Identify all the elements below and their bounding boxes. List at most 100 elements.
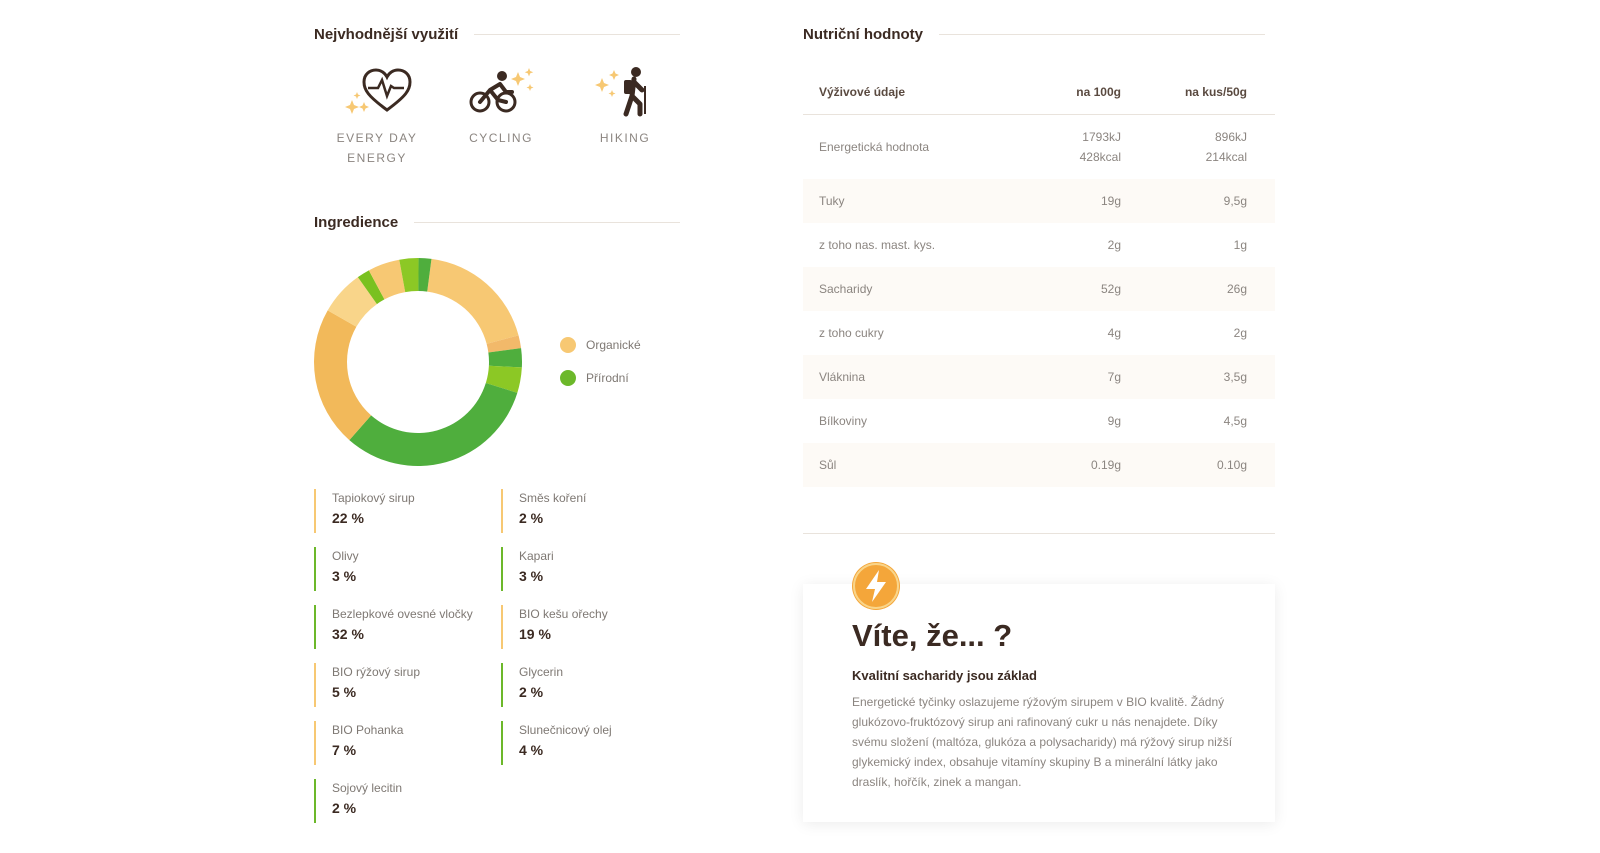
header-cell: na 100g [1076, 85, 1121, 99]
value-per-piece: 3,5g [1223, 370, 1247, 384]
donut-slice[interactable] [327, 277, 377, 327]
legend-dot [560, 369, 576, 386]
usage-section-title: Nejvhodnější využití [314, 26, 681, 43]
donut-slice[interactable] [485, 365, 522, 393]
info-title: Víte, že... ? [852, 618, 1013, 653]
ingredient-percent: 3 % [332, 568, 357, 584]
donut-slice[interactable] [314, 310, 372, 441]
ingredient-percent: 3 % [519, 568, 544, 584]
value-line: 428kcal [1079, 150, 1121, 164]
hiker-icon [595, 67, 646, 117]
ingredients-donut-chart [314, 258, 522, 466]
donut-slice[interactable] [357, 270, 385, 305]
cyclist-icon [469, 68, 534, 113]
value-per-100g: 4g [1107, 326, 1121, 340]
title-rule [414, 222, 681, 223]
ingredient-name: Glycerin [519, 665, 564, 679]
info-subtitle: Kvalitní sacharidy jsou základ [852, 668, 1037, 683]
ingredient-name: Slunečnicový olej [519, 723, 612, 737]
usage-label: HIKING [599, 131, 651, 145]
value-per-piece: 0.10g [1216, 458, 1247, 472]
nutrient-name: Vláknina [819, 370, 866, 384]
ingredient-item: Glycerin 2 % [501, 663, 563, 707]
value-per-piece: 9,5g [1223, 194, 1247, 208]
ingredient-name: Olivy [332, 549, 359, 563]
section-divider [803, 533, 1275, 534]
ingredient-name: Směs koření [519, 491, 587, 505]
ingredient-item: BIO rýžový sirup 5 % [314, 663, 420, 707]
usage-cycling: CYCLING [446, 66, 556, 148]
legend-label: Přírodní [586, 370, 629, 385]
chart-legend: Organické Přírodní [560, 328, 641, 394]
header-cell: Výživové údaje [819, 85, 906, 99]
ingredient-name: Sojový lecitin [332, 781, 403, 795]
lightning-bolt-icon [852, 562, 900, 610]
nutrition-table: Výživové údaje na 100g na kus/50g Energe… [803, 70, 1275, 487]
usage-label: ENERGY [347, 151, 407, 165]
ingredient-percent: 2 % [519, 684, 544, 700]
nutrient-name: Bílkoviny [819, 414, 868, 428]
value-per-100g: 7g [1107, 370, 1121, 384]
ingredient-name: BIO rýžový sirup [332, 665, 421, 679]
heart-pulse-icon [345, 68, 412, 114]
header-cell: na kus/50g [1184, 85, 1247, 99]
value-per-100g: 52g [1100, 282, 1121, 296]
ingredient-percent: 19 % [519, 626, 551, 642]
ingredient-percent: 5 % [332, 684, 357, 700]
ingredient-name: BIO Pohanka [332, 723, 404, 737]
nutrition-section-title: Nutriční hodnoty [803, 26, 1265, 43]
ingredient-percent: 4 % [519, 742, 544, 758]
donut-slice[interactable] [488, 348, 522, 368]
ingredient-item: Olivy 3 % [314, 547, 359, 591]
value-per-piece: 4,5g [1223, 414, 1247, 428]
usage-everyday-energy: EVERY DAY ENERGY [322, 66, 432, 168]
table-header: Výživové údaje na 100g na kus/50g [803, 70, 1275, 115]
ingredient-name: Tapiokový sirup [332, 491, 415, 505]
value-per-piece: 896kJ 214kcal [1121, 127, 1247, 167]
table-row: Vláknina 7g 3,5g [803, 355, 1275, 399]
table-row: Sůl 0.19g 0.10g [803, 443, 1275, 487]
donut-slice[interactable] [427, 258, 519, 344]
legend-label: Organické [586, 337, 641, 352]
value-line: 214kcal [1205, 150, 1247, 164]
donut-slice[interactable] [368, 259, 406, 300]
value-line: 1793kJ [1082, 130, 1121, 144]
donut-slice[interactable] [418, 258, 432, 292]
value-per-piece: 26g [1226, 282, 1247, 296]
value-per-100g: 2g [1107, 238, 1121, 252]
legend-dot [560, 336, 576, 353]
nutrient-name: Sacharidy [819, 282, 873, 296]
ingredient-name: Kapari [519, 549, 554, 563]
usage-hiking: HIKING [570, 66, 680, 148]
nutrition-title: Nutriční hodnoty [803, 26, 923, 43]
ingredient-name: Bezlepkové ovesné vločky [332, 607, 473, 621]
value-line: 896kJ [1214, 130, 1247, 144]
ingredient-item: Tapiokový sirup 22 % [314, 489, 415, 533]
table-row: Tuky 19g 9,5g [803, 179, 1275, 223]
legend-item-organic[interactable]: Organické [560, 328, 641, 361]
usage-label: CYCLING [469, 131, 533, 145]
ingredient-percent: 32 % [332, 626, 364, 642]
donut-slice[interactable] [349, 383, 518, 466]
ingredient-item: BIO kešu ořechy 19 % [501, 605, 608, 649]
info-card: Víte, že... ? Kvalitní sacharidy jsou zá… [803, 584, 1275, 822]
table-row: z toho cukry 4g 2g [803, 311, 1275, 355]
ingredient-name: BIO kešu ořechy [519, 607, 608, 621]
table-row: z toho nas. mast. kys. 2g 1g [803, 223, 1275, 267]
table-row: Bílkoviny 9g 4,5g [803, 399, 1275, 443]
legend-item-natural[interactable]: Přírodní [560, 361, 641, 394]
title-rule [939, 34, 1265, 35]
ingredient-percent: 2 % [332, 800, 357, 816]
value-per-piece: 2g [1233, 326, 1247, 340]
value-per-100g: 0.19g [1090, 458, 1121, 472]
donut-slice[interactable] [399, 258, 419, 293]
table-row: Sacharidy 52g 26g [803, 267, 1275, 311]
title-rule [474, 34, 681, 35]
ingredients-section-title: Ingredience [314, 214, 681, 231]
value-per-100g: 1793kJ 428kcal [1035, 127, 1121, 167]
ingredient-item: BIO Pohanka 7 % [314, 721, 403, 765]
usage-title: Nejvhodnější využití [314, 26, 459, 43]
donut-slice[interactable] [486, 335, 522, 353]
usage-label: EVERY DAY [336, 131, 418, 145]
nutrient-name: Tuky [819, 194, 845, 208]
